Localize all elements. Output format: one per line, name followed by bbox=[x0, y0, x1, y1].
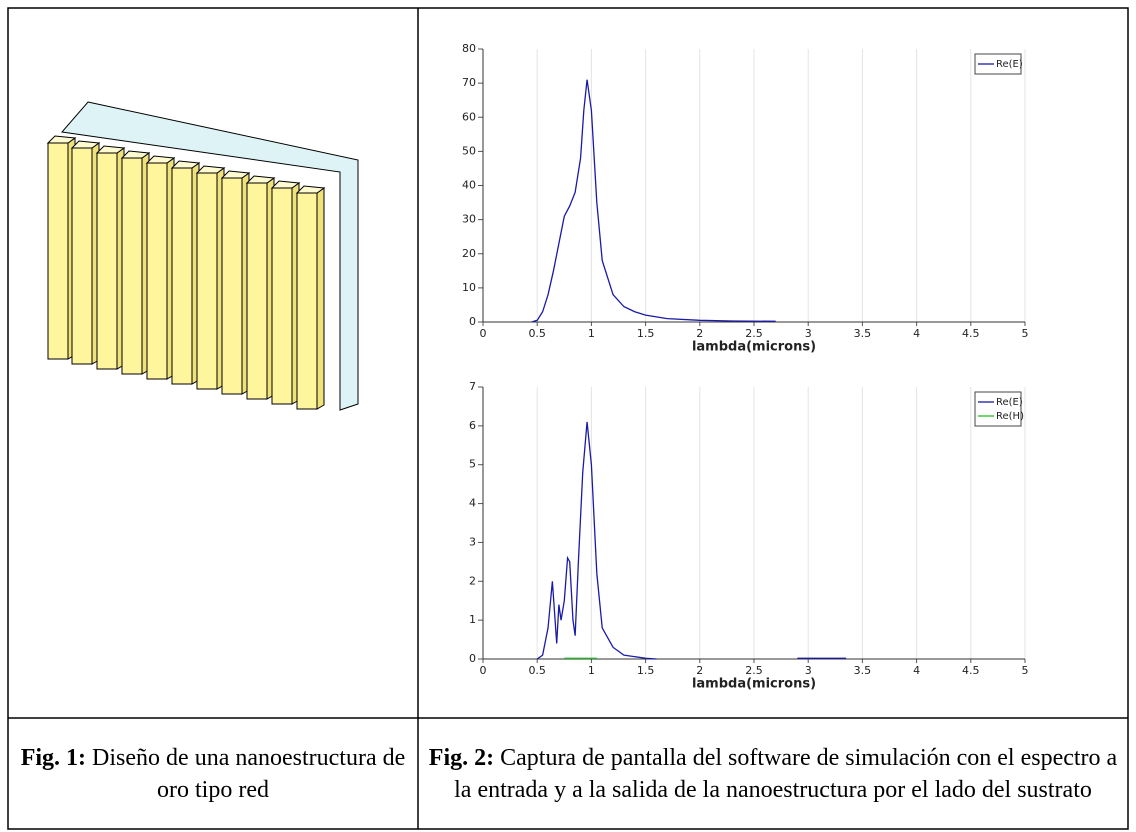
x-tick-label: 2 bbox=[696, 664, 703, 677]
caption-cell: Fig. 1: Diseño de una nanoestructura de … bbox=[12, 722, 414, 826]
caption-cell: Fig. 2: Captura de pantalla del software… bbox=[422, 722, 1124, 826]
x-axis-label: lambda(microns) bbox=[692, 340, 816, 355]
x-tick-label: 2.5 bbox=[745, 664, 763, 677]
y-tick-label: 6 bbox=[469, 419, 476, 432]
x-tick-label: 1.5 bbox=[637, 327, 655, 340]
legend-label: Re(H) bbox=[996, 411, 1024, 422]
data-line bbox=[532, 80, 776, 322]
x-tick-label: 0 bbox=[480, 327, 487, 340]
x-tick-label: 0.5 bbox=[528, 327, 546, 340]
caption-text: Diseño de una nanoestructura de oro tipo… bbox=[92, 745, 405, 803]
y-tick-label: 0 bbox=[469, 315, 476, 328]
x-tick-label: 3.5 bbox=[854, 327, 872, 340]
x-tick-label: 0 bbox=[480, 664, 487, 677]
y-tick-label: 1 bbox=[469, 613, 476, 626]
caption-label: Fig. 1: bbox=[21, 745, 86, 771]
x-tick-label: 5 bbox=[1022, 664, 1029, 677]
y-tick-label: 4 bbox=[469, 497, 476, 510]
x-tick-label: 4 bbox=[913, 327, 920, 340]
x-tick-label: 1 bbox=[588, 327, 595, 340]
caption: Fig. 1: Diseño de una nanoestructura de … bbox=[12, 742, 414, 806]
legend-label: Re(E) bbox=[996, 397, 1023, 408]
page: {"chart_data": [ {"type": "line", "xlabe… bbox=[0, 0, 1136, 832]
x-tick-label: 4 bbox=[913, 664, 920, 677]
y-tick-label: 80 bbox=[462, 42, 476, 55]
y-tick-label: 60 bbox=[462, 110, 476, 123]
y-tick-label: 70 bbox=[462, 76, 476, 89]
legend-label: Re(E) bbox=[996, 59, 1023, 70]
y-tick-label: 50 bbox=[462, 144, 476, 157]
x-tick-label: 0.5 bbox=[528, 664, 546, 677]
caption: Fig. 2: Captura de pantalla del software… bbox=[422, 742, 1124, 806]
x-tick-label: 1.5 bbox=[637, 664, 655, 677]
data-line bbox=[537, 422, 846, 659]
y-tick-label: 30 bbox=[462, 213, 476, 226]
y-tick-label: 40 bbox=[462, 179, 476, 192]
page-canvas: 00.511.522.533.544.5501020304050607080la… bbox=[0, 0, 1136, 832]
x-tick-label: 5 bbox=[1022, 327, 1029, 340]
y-tick-label: 10 bbox=[462, 281, 476, 294]
caption-text: Captura de pantalla del software de simu… bbox=[454, 745, 1117, 803]
nanostructure-drawing bbox=[48, 102, 358, 410]
x-tick-label: 3.5 bbox=[854, 664, 872, 677]
y-tick-label: 2 bbox=[469, 574, 476, 587]
x-tick-label: 4.5 bbox=[962, 664, 980, 677]
x-tick-label: 1 bbox=[588, 664, 595, 677]
x-axis-label: lambda(microns) bbox=[692, 677, 816, 692]
caption-label: Fig. 2: bbox=[429, 745, 494, 771]
y-tick-label: 5 bbox=[469, 458, 476, 471]
x-tick-label: 3 bbox=[805, 327, 812, 340]
x-tick-label: 4.5 bbox=[962, 327, 980, 340]
y-tick-label: 3 bbox=[469, 535, 476, 548]
y-tick-label: 0 bbox=[469, 652, 476, 665]
y-tick-label: 7 bbox=[469, 380, 476, 393]
x-tick-label: 2.5 bbox=[745, 327, 763, 340]
x-tick-label: 2 bbox=[696, 327, 703, 340]
x-tick-label: 3 bbox=[805, 664, 812, 677]
y-tick-label: 20 bbox=[462, 247, 476, 260]
